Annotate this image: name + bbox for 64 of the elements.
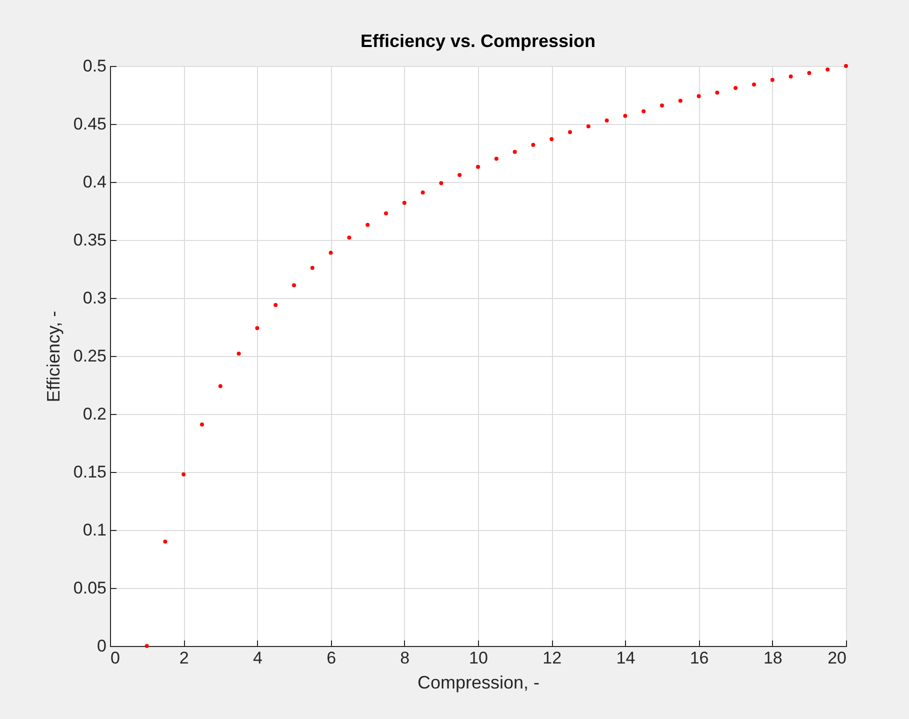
point — [531, 142, 536, 147]
y-tick-label: 0.25 — [73, 346, 106, 366]
point — [550, 137, 554, 142]
x-tick-label: 0 — [110, 648, 120, 668]
y-tick-label: 0.1 — [82, 520, 106, 540]
point — [826, 67, 830, 72]
point — [144, 644, 149, 648]
chart-title: Efficiency vs. Compression — [360, 31, 596, 51]
point — [402, 200, 406, 205]
point — [788, 74, 793, 78]
y-tick-label: 0.3 — [82, 288, 106, 308]
x-tick-label: 16 — [690, 648, 709, 668]
point — [218, 384, 222, 388]
y-tick-label: 0.4 — [82, 172, 106, 192]
x-tick-label: 10 — [469, 648, 488, 668]
y-tick-label: 0.15 — [73, 462, 106, 482]
y-tick-label: 0.45 — [73, 114, 106, 134]
point — [476, 164, 480, 169]
point — [347, 236, 352, 240]
point — [623, 114, 628, 118]
point — [439, 181, 444, 186]
point — [163, 540, 168, 544]
point — [236, 352, 241, 356]
x-tick-label: 4 — [252, 648, 262, 668]
y-tick-label: 0.2 — [82, 404, 106, 424]
y-tick-label: 0.5 — [82, 56, 106, 76]
point — [292, 283, 296, 288]
point — [458, 173, 462, 178]
point — [328, 250, 333, 255]
point — [384, 211, 388, 216]
point — [770, 78, 774, 82]
point — [642, 109, 646, 114]
point — [660, 103, 664, 108]
x-tick-label: 14 — [616, 648, 636, 668]
point — [274, 302, 278, 307]
point — [734, 86, 738, 90]
point — [696, 94, 701, 98]
x-tick-label: 6 — [326, 648, 336, 668]
point — [604, 118, 609, 123]
y-tick-label: 0 — [97, 636, 106, 656]
y-tick-label: 0.05 — [73, 578, 106, 598]
point — [568, 130, 572, 134]
point — [420, 190, 425, 194]
point — [678, 98, 682, 103]
point — [844, 64, 848, 68]
point — [512, 150, 517, 154]
point — [494, 156, 498, 161]
x-tick-label: 12 — [542, 648, 562, 668]
x-tick-label: 20 — [828, 648, 846, 668]
y-tick-label: 0.35 — [73, 230, 106, 250]
x-axis-title: Compression, - — [417, 672, 540, 692]
y-axis-title: Efficiency, - — [43, 310, 64, 402]
point — [366, 222, 370, 227]
point — [255, 326, 260, 330]
x-tick-label: 8 — [400, 648, 410, 668]
x-tick-label: 2 — [179, 648, 189, 668]
point — [310, 266, 314, 270]
point — [752, 82, 756, 87]
point — [182, 472, 186, 476]
point — [715, 90, 720, 95]
point — [200, 422, 204, 426]
point — [807, 70, 812, 75]
x-tick-label: 18 — [763, 648, 782, 668]
point — [586, 124, 590, 128]
